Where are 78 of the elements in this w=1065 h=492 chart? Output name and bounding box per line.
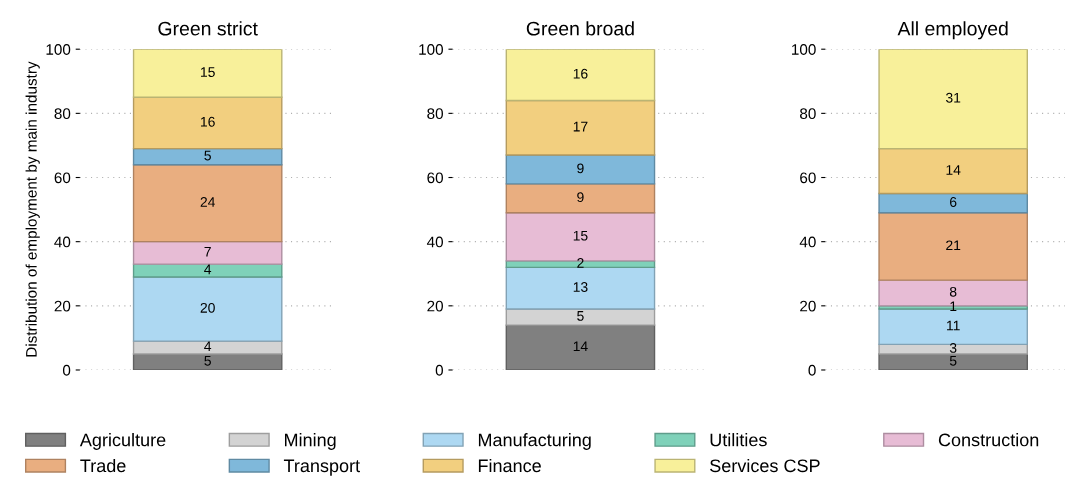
- data-label: 4: [204, 264, 212, 275]
- y-tick-label: 60: [54, 172, 71, 184]
- y-tick-label: 40: [426, 236, 443, 248]
- bar: [132, 240, 283, 265]
- legend-label: Agriculture: [79, 433, 166, 450]
- y-tick-label: 20: [427, 300, 443, 312]
- y-tick-label: 80: [54, 108, 71, 120]
- bar: [505, 99, 656, 156]
- data-label: 5: [949, 356, 957, 366]
- bar: [132, 340, 283, 355]
- legend-label: Manufacturing: [478, 433, 591, 450]
- data-label: 16: [573, 68, 588, 79]
- chart-title: Green strict: [158, 21, 258, 36]
- bar: [878, 147, 1028, 195]
- data-label: 13: [573, 282, 588, 292]
- bar: [505, 49, 656, 102]
- legend-label: Services CSP: [710, 458, 820, 473]
- bar: [132, 49, 283, 99]
- y-tick-label: 60: [427, 172, 443, 184]
- data-label: 3: [949, 343, 957, 353]
- data-label: 9: [577, 163, 584, 174]
- y-tick-label: 100: [792, 44, 816, 55]
- data-label: 2: [577, 258, 584, 268]
- y-tick-label: 60: [800, 172, 816, 184]
- data-label: 5: [204, 356, 211, 366]
- bar: [505, 324, 656, 370]
- y-tick-label: 40: [799, 236, 816, 248]
- bar: [505, 266, 656, 310]
- bar: [132, 276, 283, 342]
- y-tick-label: 100: [419, 44, 443, 55]
- y-tick-label: 80: [427, 108, 443, 120]
- bar: [878, 212, 1028, 281]
- legend-label: Construction: [938, 433, 1039, 447]
- data-label: 16: [201, 116, 215, 127]
- data-label: 4: [204, 341, 212, 352]
- data-label: 7: [204, 246, 211, 257]
- data-label: 6: [950, 197, 957, 207]
- data-label: 8: [949, 286, 957, 297]
- bar: [505, 154, 656, 185]
- data-label: 11: [947, 320, 960, 331]
- y-tick-label: 20: [800, 300, 816, 312]
- bar: [505, 183, 656, 214]
- bar: [878, 343, 1028, 355]
- legend-label: Transport: [283, 459, 360, 476]
- y-tick-label: 0: [808, 364, 816, 376]
- y-tick-label: 40: [54, 236, 71, 248]
- data-label: 14: [573, 341, 588, 352]
- chart-title: Green broad: [526, 21, 634, 36]
- chart-title: All employed: [897, 21, 1008, 40]
- legend-label: Utilities: [710, 433, 767, 447]
- bar: [505, 308, 656, 326]
- y-tick-label: 20: [54, 300, 71, 312]
- data-label: 5: [577, 311, 584, 321]
- data-label: 14: [946, 165, 961, 175]
- data-label: 15: [201, 67, 215, 77]
- data-label: 1: [950, 301, 957, 312]
- y-tick-label: 0: [62, 364, 71, 376]
- data-label: 21: [946, 240, 961, 251]
- y-axis-title: Distribution of employment by main industry: [25, 61, 40, 357]
- data-label: 9: [577, 192, 584, 203]
- data-label: 15: [573, 230, 588, 241]
- legend-label: Trade: [80, 458, 126, 473]
- y-tick-label: 100: [46, 44, 71, 55]
- y-tick-label: 80: [800, 108, 816, 120]
- bar: [132, 96, 283, 150]
- bar: [132, 147, 283, 166]
- data-label: 24: [200, 197, 215, 207]
- bar: [878, 49, 1028, 150]
- y-tick-label: 0: [435, 364, 443, 376]
- data-label: 17: [573, 121, 588, 132]
- data-label: 5: [204, 150, 211, 161]
- bar: [878, 192, 1028, 214]
- legend-label: Mining: [284, 433, 336, 450]
- data-label: 31: [945, 92, 961, 103]
- bar: [132, 263, 283, 278]
- legend-label: Finance: [478, 458, 541, 473]
- bar: [132, 163, 283, 243]
- data-label: 20: [200, 302, 215, 313]
